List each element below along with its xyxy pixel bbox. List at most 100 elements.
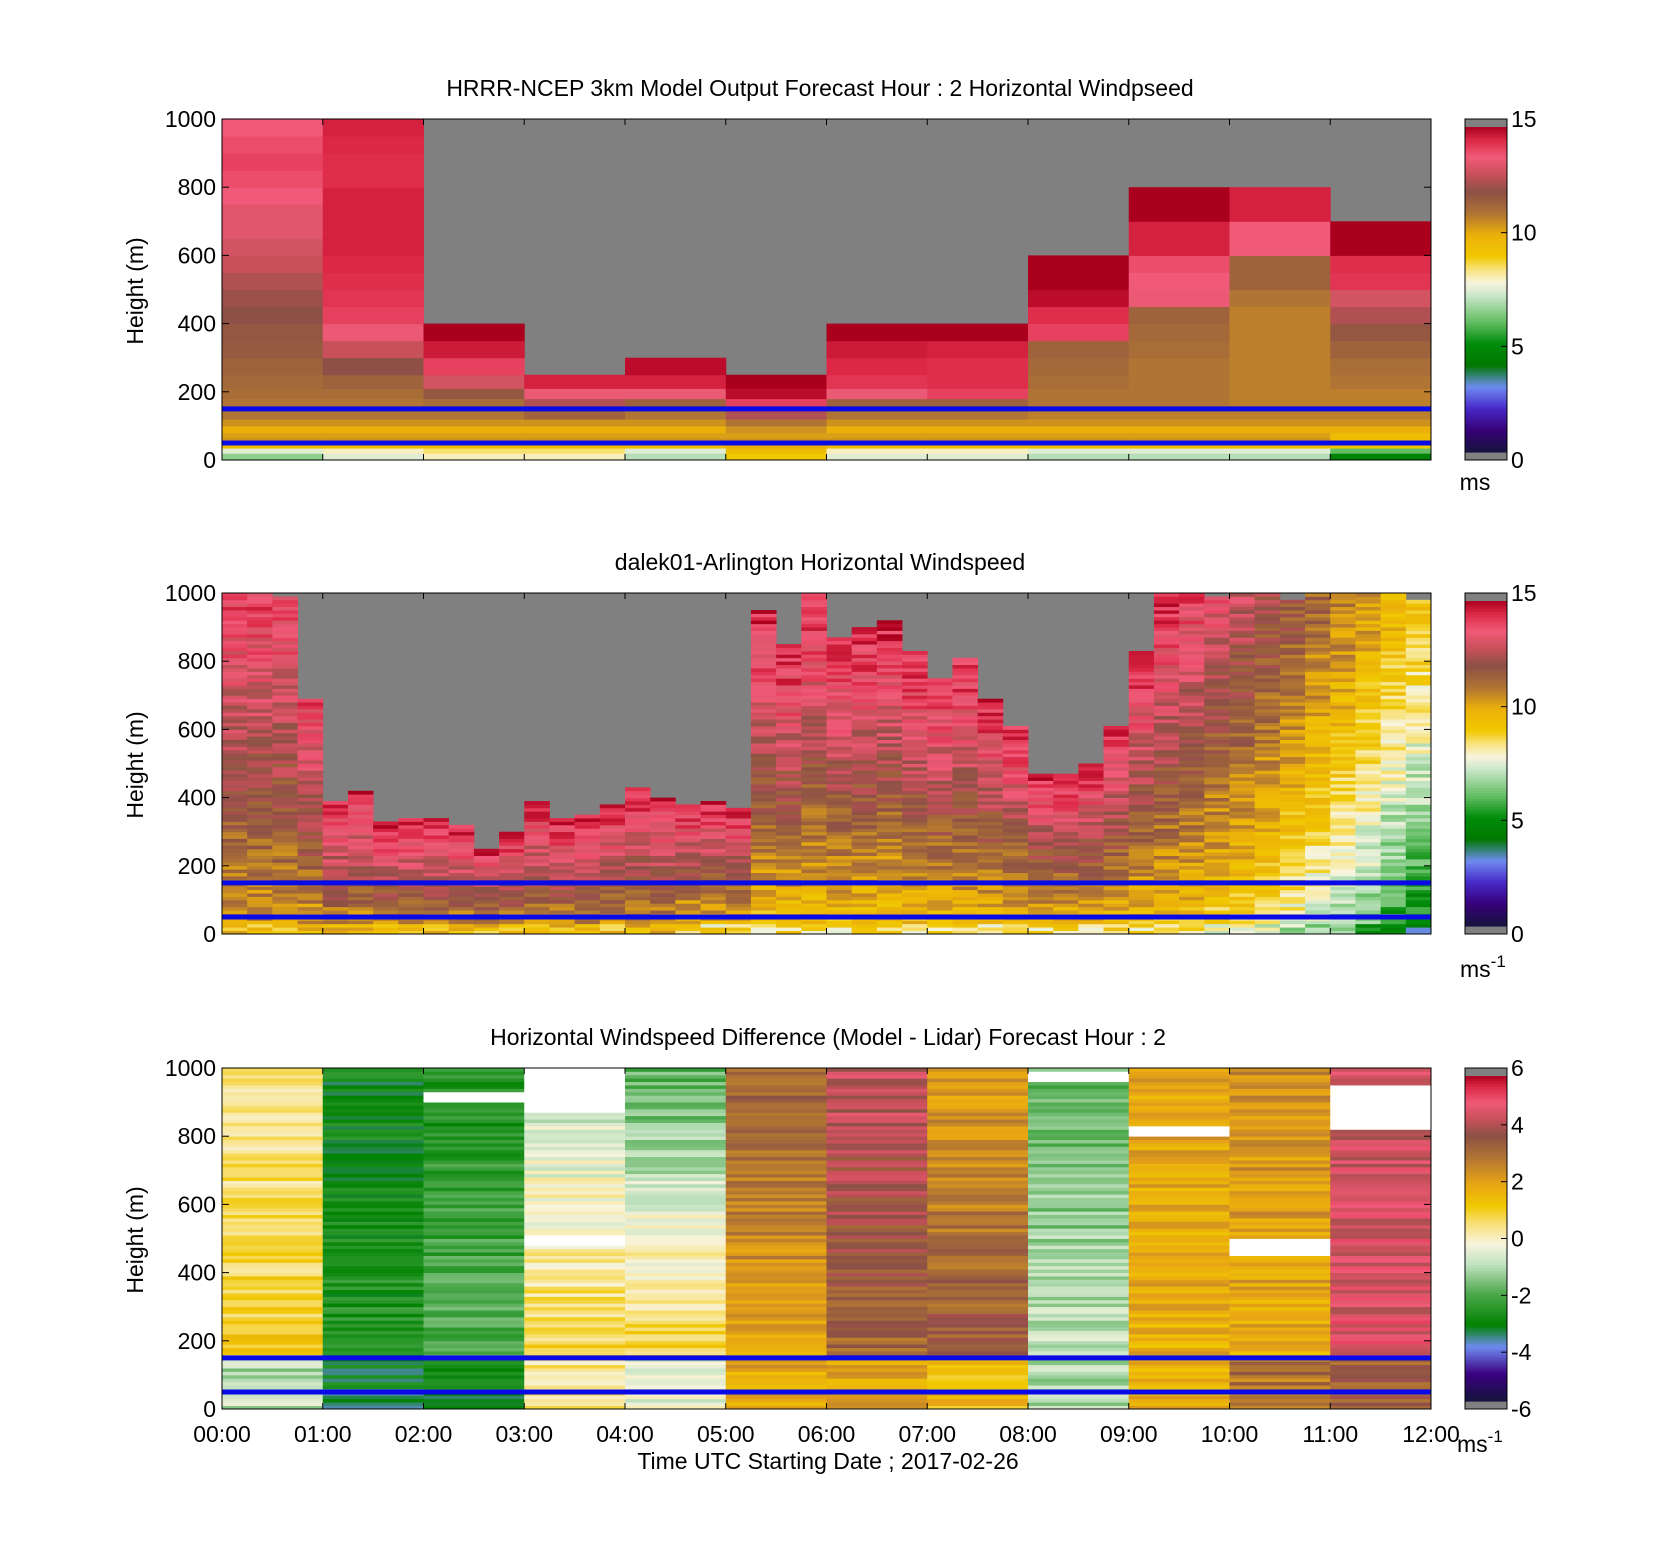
lidar-cell — [1230, 617, 1256, 621]
difference-cell — [927, 1218, 1028, 1222]
difference-cell — [1230, 1140, 1331, 1144]
lidar-cell — [1053, 842, 1079, 846]
lidar-cell — [852, 658, 878, 662]
lidar-cell — [650, 842, 676, 846]
lidar-cell — [1305, 661, 1331, 665]
lidar-cell — [1305, 733, 1331, 737]
lidar-cell — [1305, 825, 1331, 829]
difference-cell — [323, 1160, 424, 1164]
lidar-cell — [1355, 849, 1381, 853]
difference-cell — [424, 1399, 525, 1403]
lidar-cell — [247, 688, 273, 692]
lidar-cell — [952, 781, 978, 785]
difference-cell — [1230, 1218, 1331, 1222]
lidar-cell — [1129, 924, 1155, 928]
lidar-cell — [600, 869, 626, 873]
lidar-cell — [927, 839, 953, 843]
lidar-cell — [827, 750, 853, 754]
lidar-cell — [1078, 893, 1104, 897]
lidar-cell — [751, 757, 777, 761]
colorbar-unit-exponent: -1 — [1491, 952, 1506, 971]
lidar-cell — [424, 876, 450, 880]
lidar-cell — [1204, 856, 1230, 860]
lidar-cell — [701, 890, 727, 894]
lidar-cell — [1204, 746, 1230, 750]
lidar-cell — [877, 821, 903, 825]
model-cell — [1129, 453, 1230, 460]
lidar-cell — [1104, 852, 1130, 856]
difference-cell — [323, 1361, 424, 1365]
lidar-cell — [247, 733, 273, 737]
lidar-cell — [1330, 740, 1356, 744]
difference-cell — [222, 1198, 323, 1202]
lidar-cell — [625, 862, 651, 866]
lidar-cell — [902, 845, 928, 849]
lidar-cell — [1330, 893, 1356, 897]
lidar-cell — [247, 600, 273, 604]
lidar-cell — [272, 688, 298, 692]
lidar-cell — [247, 818, 273, 822]
difference-cell — [1230, 1071, 1331, 1075]
lidar-cell — [978, 839, 1004, 843]
lidar-cell — [751, 668, 777, 672]
lidar-cell — [1003, 828, 1029, 832]
lidar-cell — [1204, 770, 1230, 774]
lidar-cell — [801, 699, 827, 703]
model-cell — [1230, 324, 1331, 342]
lidar-cell — [1406, 753, 1432, 757]
lidar-cell — [499, 852, 525, 856]
lidar-cell — [1330, 746, 1356, 750]
lidar-cell — [272, 603, 298, 607]
lidar-cell — [474, 903, 500, 907]
lidar-cell — [1053, 794, 1079, 798]
difference-cell — [927, 1204, 1028, 1208]
difference-cell — [726, 1174, 827, 1178]
difference-cell — [323, 1399, 424, 1403]
lidar-cell — [751, 665, 777, 669]
lidar-cell — [1406, 900, 1432, 904]
difference-cell — [323, 1334, 424, 1338]
lidar-cell — [625, 787, 651, 791]
lidar-cell — [1078, 828, 1104, 832]
lidar-cell — [1154, 709, 1180, 713]
difference-cell — [1028, 1395, 1129, 1399]
lidar-cell — [1255, 821, 1281, 825]
lidar-cell — [776, 654, 802, 658]
lidar-cell — [222, 617, 248, 621]
lidar-cell — [474, 910, 500, 914]
lidar-cell — [1355, 750, 1381, 754]
model-cell — [524, 388, 625, 399]
lidar-cell — [776, 903, 802, 907]
lidar-cell — [1078, 927, 1104, 931]
lidar-cell — [902, 651, 928, 655]
lidar-cell — [1406, 627, 1432, 631]
lidar-cell — [927, 903, 953, 907]
difference-cell — [222, 1119, 323, 1123]
difference-cell — [927, 1194, 1028, 1198]
difference-cell — [222, 1375, 323, 1379]
lidar-cell — [1230, 627, 1256, 631]
lidar-cell — [625, 828, 651, 832]
lidar-cell — [751, 784, 777, 788]
lidar-cell — [701, 886, 727, 890]
lidar-cell — [927, 811, 953, 815]
difference-cell — [222, 1341, 323, 1345]
lidar-cell — [1154, 603, 1180, 607]
difference-cell — [1028, 1344, 1129, 1348]
lidar-cell — [247, 760, 273, 764]
lidar-cell — [827, 828, 853, 832]
difference-cell — [625, 1375, 726, 1379]
lidar-cell — [927, 740, 953, 744]
difference-cell — [625, 1368, 726, 1372]
difference-cell — [625, 1071, 726, 1075]
lidar-cell — [625, 866, 651, 870]
lidar-cell — [1255, 665, 1281, 669]
lidar-cell — [1028, 777, 1054, 781]
lidar-cell — [751, 767, 777, 771]
lidar-cell — [272, 774, 298, 778]
lidar-cell — [1330, 617, 1356, 621]
lidar-cell — [1406, 736, 1432, 740]
lidar-cell — [1104, 801, 1130, 805]
lidar-cell — [801, 723, 827, 727]
difference-cell — [1230, 1112, 1331, 1116]
